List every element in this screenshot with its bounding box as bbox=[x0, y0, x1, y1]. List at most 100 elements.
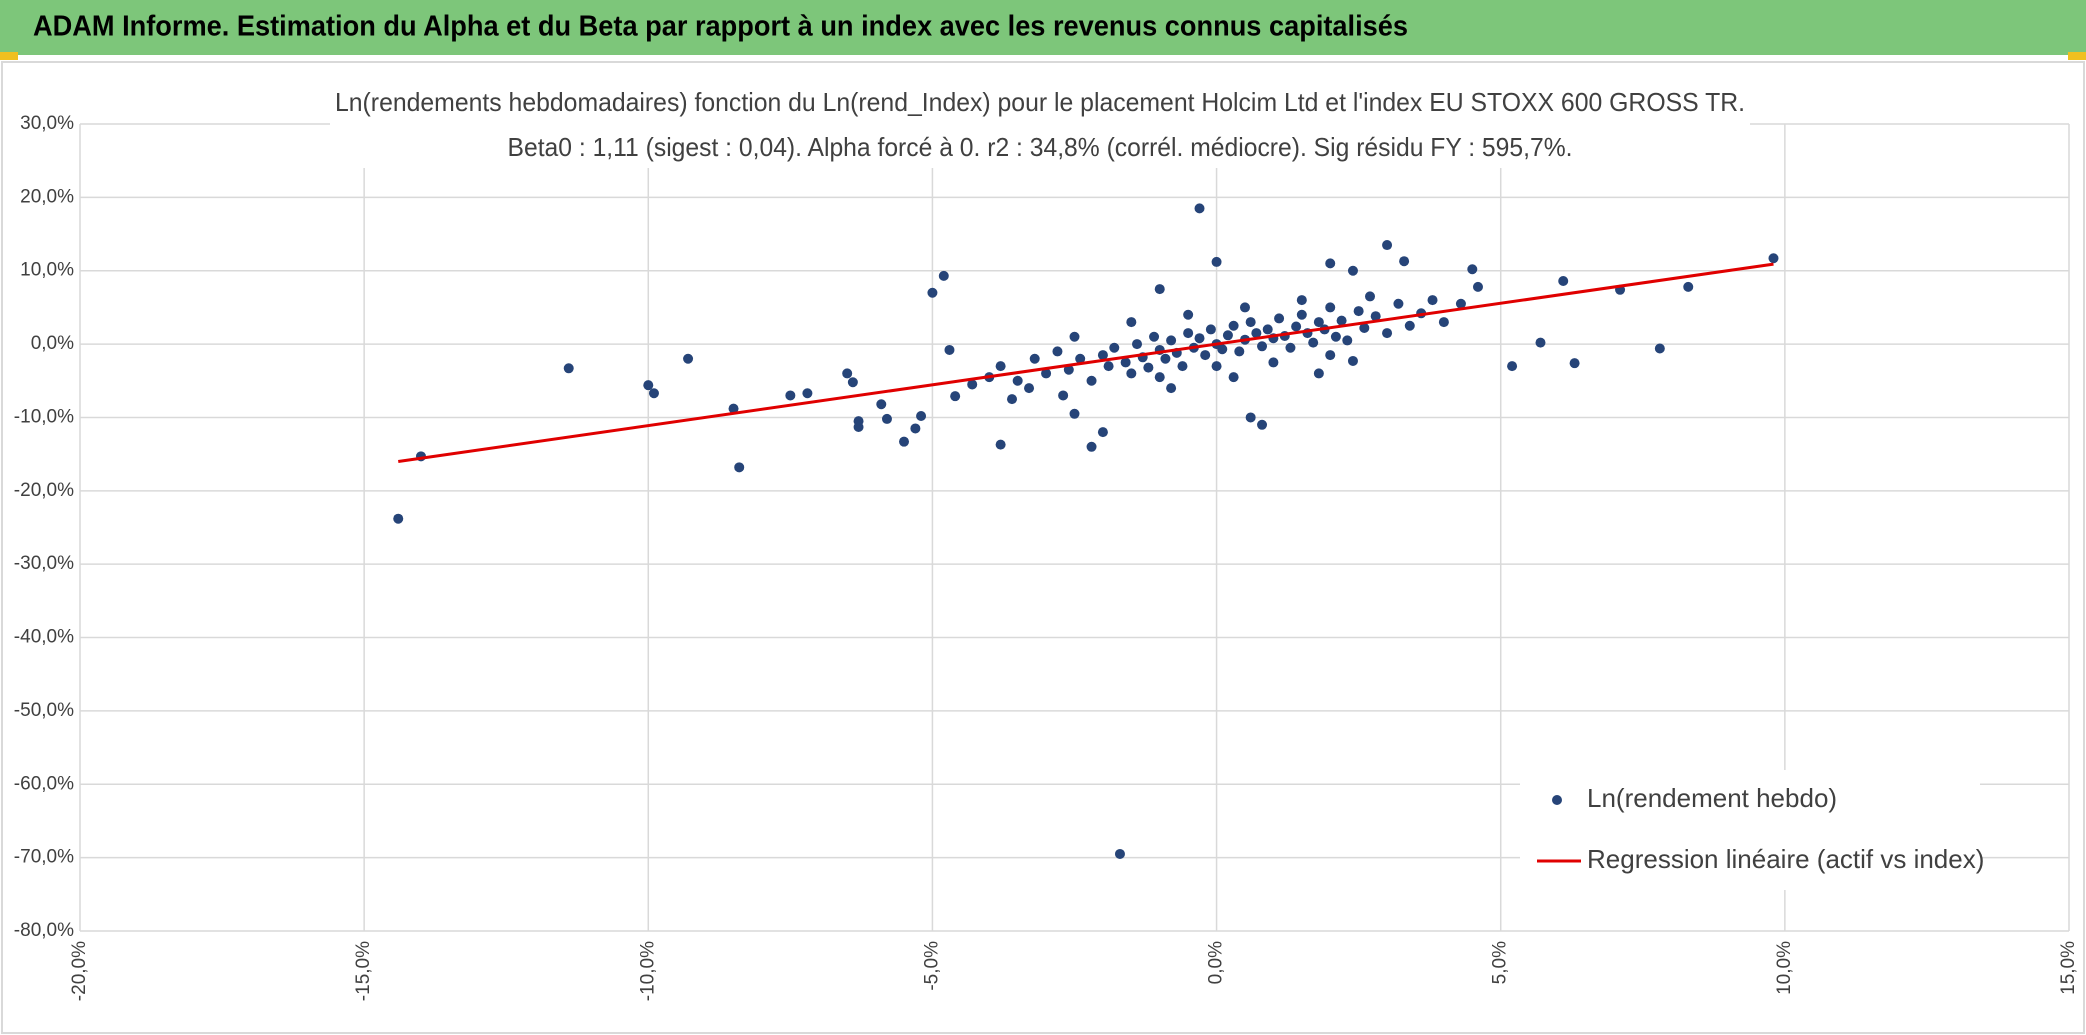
point bbox=[1325, 302, 1336, 313]
point bbox=[927, 287, 938, 298]
point bbox=[1086, 441, 1097, 452]
point bbox=[1274, 313, 1285, 324]
title-bg bbox=[330, 84, 1750, 168]
x-tick-label: 0,0% bbox=[1206, 941, 1227, 984]
y-tick-label: 0,0% bbox=[31, 333, 74, 354]
point bbox=[1393, 298, 1404, 309]
point bbox=[1245, 317, 1256, 328]
point bbox=[728, 403, 739, 414]
point bbox=[1154, 372, 1165, 383]
point bbox=[1347, 265, 1358, 276]
point bbox=[1472, 281, 1483, 292]
point bbox=[1353, 306, 1364, 317]
point bbox=[1370, 311, 1381, 322]
point bbox=[1347, 355, 1358, 366]
y-tick-label: -70,0% bbox=[14, 847, 74, 868]
point bbox=[1365, 291, 1376, 302]
point bbox=[1211, 256, 1222, 267]
chart-frame bbox=[1, 61, 2085, 1034]
point bbox=[995, 361, 1006, 372]
point bbox=[1063, 364, 1074, 375]
y-tick-label: 30,0% bbox=[20, 113, 74, 134]
point bbox=[1683, 281, 1694, 292]
point bbox=[1535, 337, 1546, 348]
point bbox=[1654, 343, 1665, 354]
point bbox=[648, 388, 659, 399]
point bbox=[1120, 357, 1131, 368]
y-tick-label: -30,0% bbox=[14, 553, 74, 574]
y-tick-label: 20,0% bbox=[20, 186, 74, 207]
point bbox=[734, 462, 745, 473]
point bbox=[938, 270, 949, 281]
point bbox=[1382, 240, 1393, 251]
point bbox=[1234, 346, 1245, 357]
point bbox=[1024, 383, 1035, 394]
point bbox=[1126, 317, 1137, 328]
point bbox=[1006, 394, 1017, 405]
y-tick-label: -40,0% bbox=[14, 627, 74, 648]
point bbox=[1404, 320, 1415, 331]
point bbox=[1222, 330, 1233, 341]
corner bbox=[2068, 52, 2086, 60]
x-tick-label: 15,0% bbox=[2058, 941, 2079, 995]
point bbox=[1569, 358, 1580, 369]
point bbox=[1558, 275, 1569, 286]
point bbox=[1427, 295, 1438, 306]
point bbox=[1228, 372, 1239, 383]
x-tick-label: 5,0% bbox=[1490, 941, 1511, 984]
point bbox=[1330, 331, 1341, 342]
point bbox=[1012, 375, 1023, 386]
point bbox=[1296, 309, 1307, 320]
point bbox=[643, 380, 654, 391]
point bbox=[1114, 848, 1125, 859]
x-tick-label: -15,0% bbox=[353, 941, 374, 1001]
chart-subtitle: Beta0 : 1,11 (sigest : 0,04). Alpha forc… bbox=[508, 132, 1573, 162]
point bbox=[853, 421, 864, 432]
point bbox=[1205, 324, 1216, 335]
point bbox=[1052, 346, 1063, 357]
point bbox=[1194, 203, 1205, 214]
x-tick-label: -20,0% bbox=[69, 941, 90, 1001]
point bbox=[1075, 353, 1086, 364]
point bbox=[967, 379, 978, 390]
point bbox=[1313, 317, 1324, 328]
point bbox=[1086, 375, 1097, 386]
point bbox=[1325, 350, 1336, 361]
point bbox=[842, 368, 853, 379]
point bbox=[950, 391, 961, 402]
point bbox=[1325, 258, 1336, 269]
point bbox=[1342, 335, 1353, 346]
point bbox=[1194, 333, 1205, 344]
point bbox=[1382, 328, 1393, 339]
point bbox=[785, 390, 796, 401]
legend-label: Regression linéaire (actif vs index) bbox=[1587, 844, 1984, 874]
point bbox=[1029, 353, 1040, 364]
point bbox=[1183, 328, 1194, 339]
point bbox=[995, 439, 1006, 450]
point bbox=[1768, 253, 1779, 264]
point bbox=[1058, 390, 1069, 401]
point bbox=[1126, 368, 1137, 379]
point bbox=[1257, 341, 1268, 352]
point bbox=[1166, 335, 1177, 346]
point bbox=[1200, 350, 1211, 361]
point bbox=[916, 410, 927, 421]
point bbox=[1211, 361, 1222, 372]
point bbox=[1507, 361, 1518, 372]
legend-bg bbox=[1520, 770, 1980, 890]
point bbox=[847, 377, 858, 388]
legend-label: Ln(rendement hebdo) bbox=[1587, 783, 1837, 813]
point bbox=[1183, 309, 1194, 320]
point bbox=[1336, 315, 1347, 326]
regression-line bbox=[398, 262, 1774, 463]
point bbox=[1359, 322, 1370, 333]
point bbox=[944, 344, 955, 355]
point bbox=[393, 513, 404, 524]
point bbox=[1228, 320, 1239, 331]
point bbox=[1313, 368, 1324, 379]
header-title: ADAM Informe. Estimation du Alpha et du … bbox=[33, 11, 1408, 43]
point bbox=[899, 436, 910, 447]
y-tick-label: -20,0% bbox=[14, 480, 74, 501]
corner bbox=[0, 52, 18, 60]
